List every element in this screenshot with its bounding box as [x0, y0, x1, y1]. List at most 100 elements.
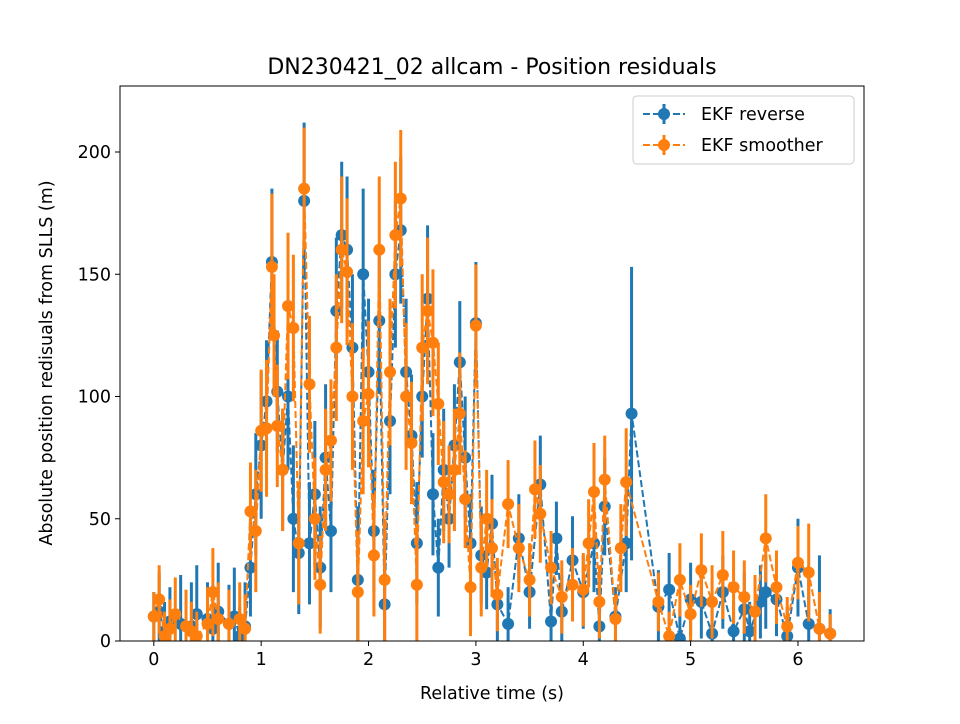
x-tick-label: 3	[470, 650, 481, 670]
data-point	[373, 243, 386, 256]
data-point	[426, 336, 439, 349]
data-point	[282, 300, 295, 313]
data-point	[271, 419, 284, 432]
y-tick-label: 150	[78, 265, 111, 285]
data-point	[201, 617, 214, 630]
data-point	[663, 630, 676, 641]
y-tick-label: 200	[78, 143, 111, 163]
data-point	[308, 512, 321, 525]
axes-frame	[119, 85, 865, 642]
data-point	[582, 537, 595, 550]
y-tick-label: 100	[78, 388, 111, 408]
data-point	[673, 573, 686, 586]
data-point	[346, 390, 359, 403]
data-point	[249, 524, 262, 537]
legend-marker	[658, 108, 670, 120]
data-point	[491, 588, 504, 601]
data-point	[738, 590, 751, 603]
data-point	[759, 586, 772, 599]
data-point	[684, 608, 697, 621]
data-point	[502, 617, 515, 630]
x-tick-label: 5	[685, 650, 696, 670]
series-layer	[147, 122, 837, 641]
data-point	[206, 586, 219, 599]
data-point	[287, 512, 300, 525]
data-point	[716, 568, 729, 581]
data-point	[190, 630, 203, 641]
data-point	[153, 593, 166, 606]
legend-label: EKF reverse	[701, 105, 805, 125]
data-point	[362, 388, 375, 401]
x-tick-label: 2	[363, 650, 374, 670]
data-point	[443, 488, 456, 501]
data-point	[469, 319, 482, 332]
data-point	[244, 505, 257, 518]
data-point	[743, 625, 756, 638]
data-point	[421, 304, 434, 317]
x-tick-label: 1	[256, 650, 267, 670]
data-point	[341, 265, 354, 278]
data-point	[367, 549, 380, 562]
data-point	[550, 532, 563, 545]
data-point	[335, 243, 348, 256]
data-point	[813, 622, 826, 635]
data-point	[260, 422, 273, 435]
data-point	[298, 182, 311, 195]
x-axis-label: Relative time (s)	[420, 684, 564, 704]
data-point	[432, 397, 445, 410]
legend-marker	[658, 139, 670, 151]
data-point	[534, 507, 547, 520]
data-point	[770, 581, 783, 594]
data-point	[749, 605, 762, 618]
data-point	[453, 407, 466, 420]
data-point	[620, 476, 633, 489]
data-point	[233, 612, 246, 625]
data-point	[663, 583, 676, 596]
data-point	[802, 566, 815, 579]
y-axis-ticks: 0 50 100 150 200	[78, 143, 120, 652]
data-point	[432, 561, 445, 574]
legend-label: EKF smoother	[701, 136, 823, 156]
y-axis-label: Absolute position redisuals from SLLS (m…	[37, 180, 57, 545]
data-point	[512, 542, 525, 555]
data-point	[475, 561, 488, 574]
data-point	[598, 473, 611, 486]
data-point	[791, 556, 804, 569]
data-point	[480, 512, 493, 525]
y-tick-label: 0	[100, 632, 111, 652]
data-point	[276, 463, 289, 476]
data-point	[292, 537, 305, 550]
data-point	[502, 498, 515, 511]
y-tick-label: 50	[89, 510, 111, 530]
data-point	[330, 341, 343, 354]
data-point	[378, 573, 391, 586]
x-tick-label: 0	[148, 650, 159, 670]
data-point	[609, 612, 622, 625]
data-point	[357, 414, 370, 427]
data-point	[163, 622, 176, 635]
data-point	[426, 488, 439, 501]
data-point	[384, 366, 397, 379]
data-point	[486, 542, 498, 555]
data-point	[351, 586, 364, 599]
data-point	[727, 625, 740, 638]
data-point	[303, 537, 316, 550]
data-point	[212, 612, 225, 625]
data-point	[448, 463, 461, 476]
data-point	[464, 581, 477, 594]
data-point	[147, 610, 160, 623]
legend-box	[632, 95, 855, 165]
data-point	[357, 268, 370, 281]
x-axis-ticks: 0 1 2 3 4 5 6	[148, 641, 804, 670]
data-point	[695, 564, 708, 577]
data-point	[410, 578, 423, 591]
data-point	[389, 229, 402, 242]
data-point	[545, 615, 558, 628]
data-point	[523, 573, 536, 586]
data-point	[459, 493, 472, 506]
data-point	[593, 595, 606, 608]
legend-entry: EKF reverse	[643, 104, 805, 125]
data-point	[706, 595, 719, 608]
